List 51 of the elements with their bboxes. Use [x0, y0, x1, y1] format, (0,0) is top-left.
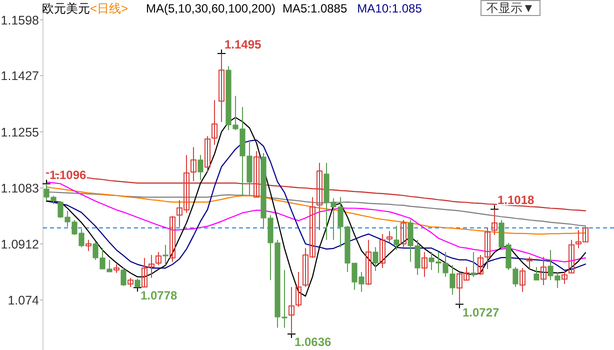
- annotation: 不显示▼: [486, 1, 534, 15]
- annotation: 1.1495: [224, 37, 262, 52]
- text: MA10:1.085: [357, 2, 422, 16]
- candlestick: [190, 146, 196, 182]
- chart-title: 欧元美元: [42, 2, 90, 16]
- candlestick: [316, 162, 322, 231]
- candlestick: [366, 239, 372, 286]
- candlestick: [562, 271, 568, 285]
- line-series: [46, 172, 586, 212]
- candlestick: [386, 230, 392, 242]
- candlestick: [422, 252, 428, 278]
- y-tick-label: 1.1255: [0, 125, 40, 140]
- candlestick: [120, 268, 126, 286]
- candlestick: [484, 227, 490, 270]
- candlestick: [212, 100, 218, 146]
- y-tick-label: 1.074: [8, 294, 40, 308]
- annotation: 1.0778: [140, 288, 178, 303]
- annotation: 1.0636: [294, 334, 332, 349]
- candlestick: [534, 266, 540, 281]
- y-tick-label: 1.1427: [0, 69, 40, 84]
- chart-subtitle: <日线>: [90, 2, 128, 16]
- candlestick: [128, 277, 134, 288]
- candlestick: [372, 246, 378, 272]
- candlestick: [142, 257, 148, 288]
- candlestick: [170, 216, 176, 262]
- annotation: 1.0727: [462, 305, 500, 320]
- candlestick: [526, 256, 532, 270]
- candlestick: [400, 220, 406, 248]
- y-tick-label: 1.1083: [0, 182, 40, 196]
- candlestick: [254, 150, 260, 198]
- candlestick: [470, 252, 476, 278]
- candlestick: [568, 239, 574, 274]
- annotation: 1.1018: [498, 193, 535, 208]
- candlestick: [450, 264, 456, 296]
- candlestick: [162, 244, 168, 266]
- y-tick-label: 1.0912: [0, 237, 40, 252]
- text: MA5:1.0885: [282, 2, 348, 16]
- candlestick: [86, 239, 92, 252]
- y-tick-label: 1.1598: [0, 13, 40, 28]
- candlestick: [156, 252, 162, 266]
- candlestick: [148, 254, 154, 278]
- candlestick: [512, 266, 518, 288]
- candlestick: [204, 136, 210, 172]
- candlestick: [380, 234, 386, 269]
- candlestick: [520, 268, 526, 292]
- candlestick: [198, 154, 204, 181]
- candlestick: [478, 254, 484, 276]
- candlestick: [296, 271, 302, 308]
- legend-title: MA(5,10,30,60,100,200): [146, 2, 276, 16]
- candlestick: [540, 256, 546, 286]
- candlestick: [394, 225, 400, 251]
